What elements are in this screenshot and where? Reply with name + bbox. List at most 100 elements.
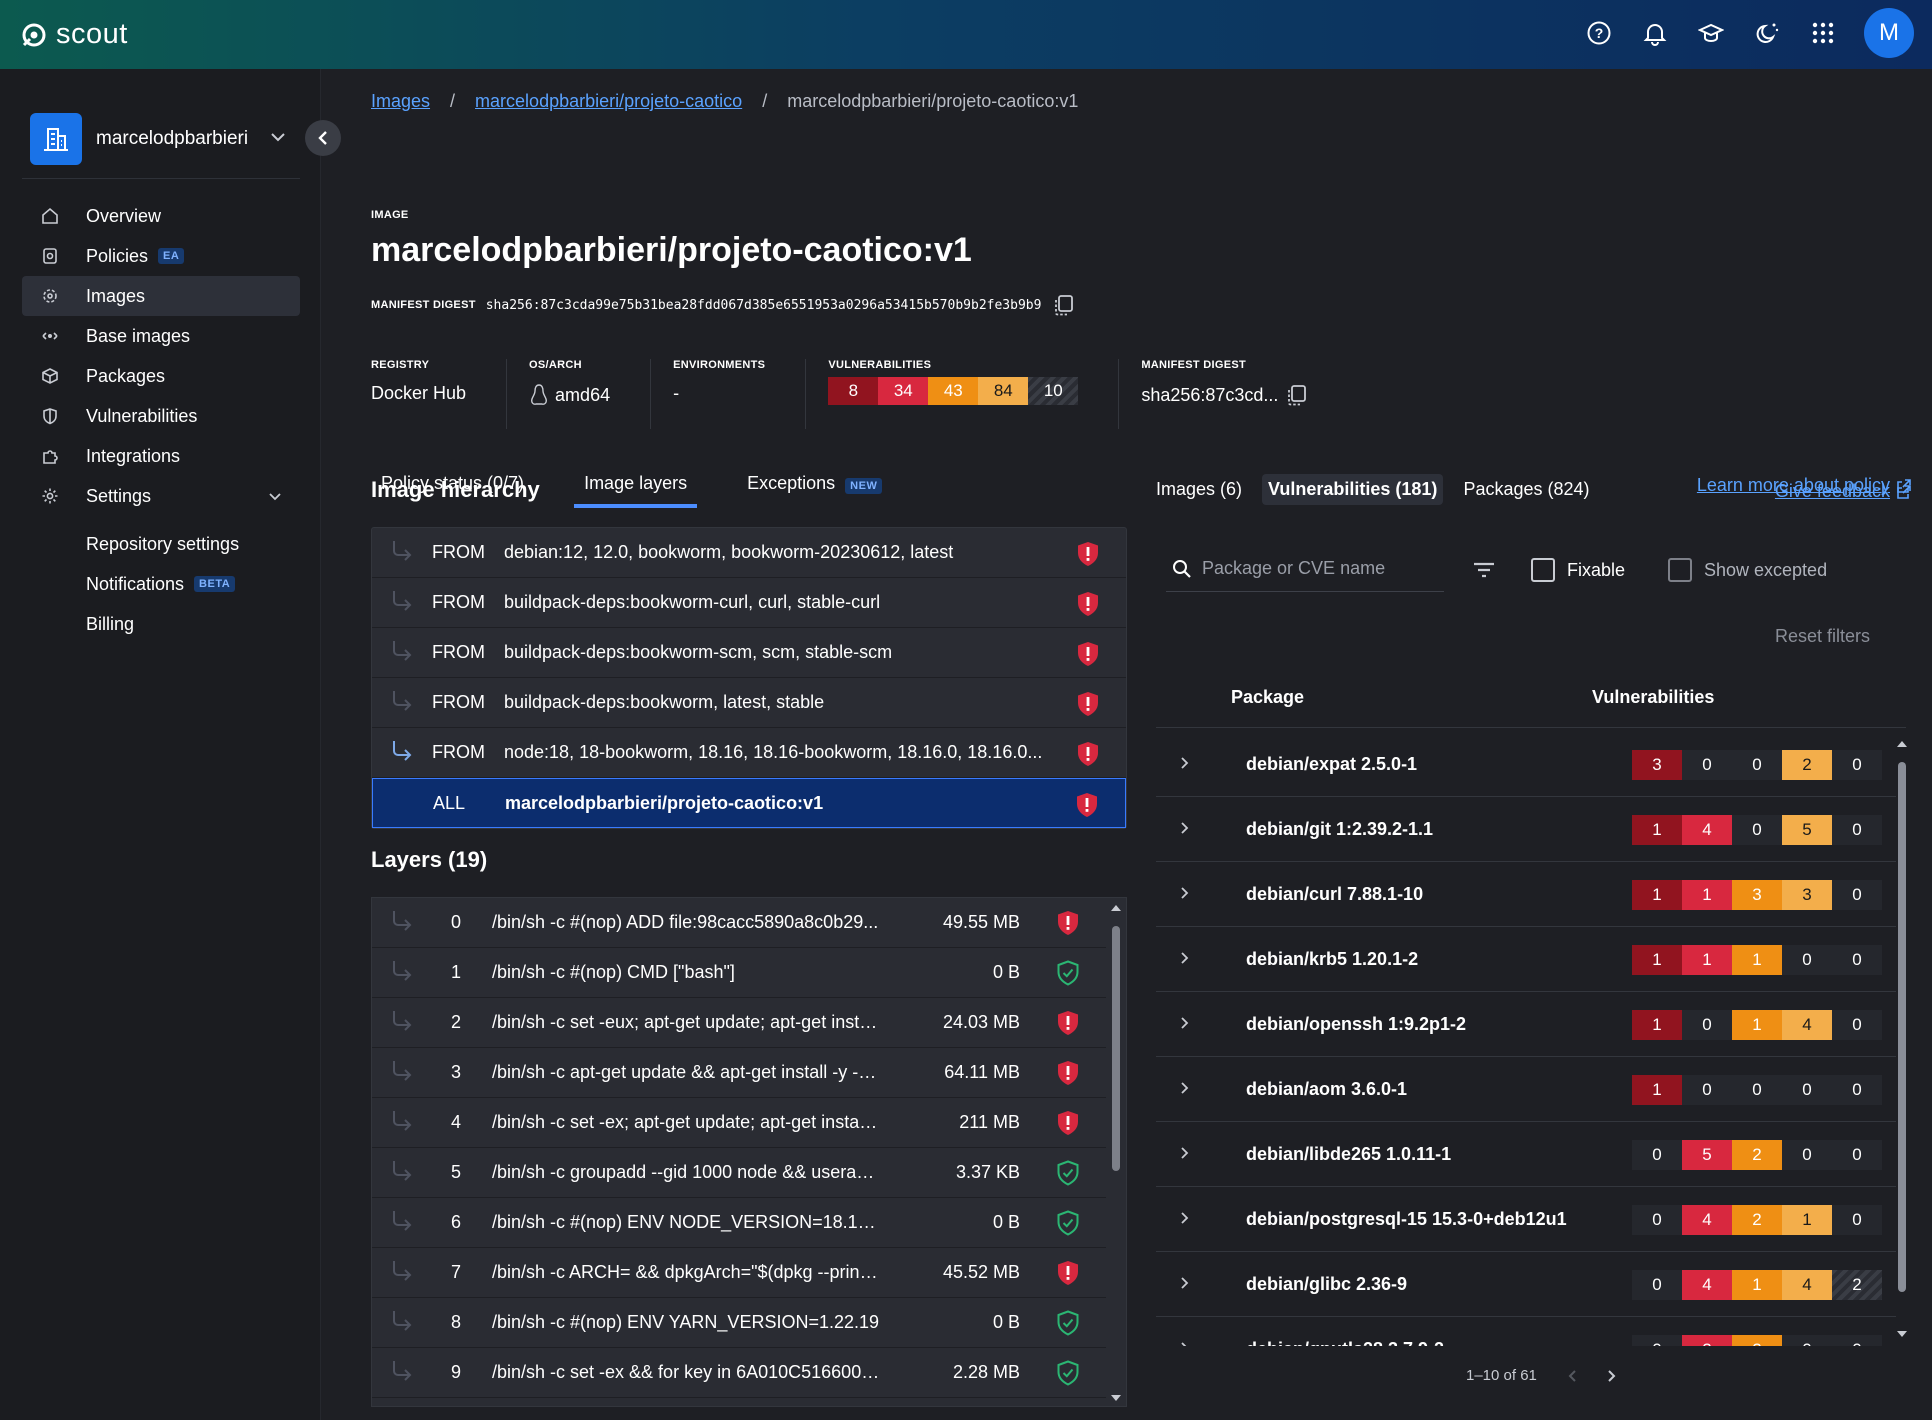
hierarchy-row[interactable]: FROM node:18, 18-bookworm, 18.16, 18.16-b…	[372, 728, 1126, 778]
layers-scrollbar[interactable]	[1106, 898, 1126, 1406]
avatar[interactable]: M	[1864, 8, 1914, 58]
breadcrumb-images-link[interactable]: Images	[371, 91, 431, 111]
prev-page-icon[interactable]	[1567, 1369, 1577, 1383]
table-row[interactable]: debian/aom 3.6.0-1 1 0 0 0 0	[1156, 1057, 1896, 1122]
layer-row[interactable]: 0/bin/sh -c #(nop) ADD file:98cacc5890a8…	[372, 898, 1126, 948]
collapse-sidebar-button[interactable]	[305, 120, 341, 156]
breadcrumb-repo-link[interactable]: marcelodpbarbieri/projeto-caotico	[475, 91, 743, 111]
layer-row[interactable]: 3/bin/sh -c apt-get update && apt-get in…	[372, 1048, 1126, 1098]
learning-icon[interactable]	[1696, 18, 1726, 48]
severity-bar[interactable]: 8 34 43 84 10	[828, 377, 1079, 405]
chevron-right-icon[interactable]	[1180, 1276, 1190, 1290]
sidebar-item-packages[interactable]: Packages	[22, 356, 300, 396]
vulnerabilities-column-header[interactable]: Vulnerabilities	[1592, 687, 1715, 707]
breadcrumb: Images / marcelodpbarbieri/projeto-caoti…	[371, 91, 1078, 112]
layer-row[interactable]: 6/bin/sh -c #(nop) ENV NODE_VERSION=18.1…	[372, 1198, 1126, 1248]
tab-policy-status[interactable]: Policy status (0/7)	[371, 465, 534, 508]
layer-command: /bin/sh -c #(nop) ADD file:98cacc5890a8c…	[492, 912, 879, 932]
sidebar-item-base-images[interactable]: Base images	[22, 316, 300, 356]
sidebar-item-images[interactable]: Images	[22, 276, 300, 316]
chevron-right-icon[interactable]	[1180, 951, 1190, 965]
sidebar-item-notifications[interactable]: Notifications BETA	[22, 564, 300, 604]
tab-packages[interactable]: Packages (824)	[1463, 479, 1590, 499]
scroll-up-icon[interactable]	[1896, 740, 1908, 748]
copy-icon[interactable]	[1051, 293, 1075, 317]
filter-icon[interactable]	[1472, 560, 1496, 580]
scroll-thumb[interactable]	[1898, 762, 1906, 1292]
sidebar-item-label: Billing	[86, 613, 135, 634]
scroll-down-icon[interactable]	[1896, 1330, 1908, 1338]
checkbox-box[interactable]	[1668, 558, 1692, 582]
hierarchy-row[interactable]: FROM buildpack-deps:bookworm, latest, sta…	[372, 678, 1126, 728]
apps-grid-icon[interactable]	[1808, 18, 1838, 48]
layer-row[interactable]: 5/bin/sh -c groupadd --gid 1000 node && …	[372, 1148, 1126, 1198]
chevron-right-icon[interactable]	[1180, 1341, 1190, 1347]
reset-filters-button[interactable]: Reset filters	[1775, 626, 1871, 646]
theme-icon[interactable]	[1752, 18, 1782, 48]
scroll-up-icon[interactable]	[1110, 904, 1122, 912]
table-row[interactable]: debian/curl 7.88.1-10 1 1 3 3 0	[1156, 862, 1896, 927]
sidebar-item-integrations[interactable]: Integrations	[22, 436, 300, 476]
table-row[interactable]: debian/libde265 1.0.11-1 0 5 2 0 0	[1156, 1122, 1896, 1187]
layer-row[interactable]: 8/bin/sh -c #(nop) ENV YARN_VERSION=1.22…	[372, 1298, 1126, 1348]
tab-vulnerabilities[interactable]: Vulnerabilities (181)	[1262, 474, 1444, 505]
next-page-icon[interactable]	[1607, 1369, 1617, 1383]
packages-scrollbar[interactable]	[1892, 732, 1912, 1346]
tab-exceptions[interactable]: Exceptions NEW	[737, 465, 892, 508]
help-icon[interactable]: ?	[1584, 18, 1614, 48]
vulnerable-shield-icon	[1058, 1261, 1078, 1285]
sidebar-item-billing[interactable]: Billing	[22, 604, 300, 644]
chevron-right-icon[interactable]	[1180, 1016, 1190, 1030]
table-row[interactable]: debian/glibc 2.36-9 0 4 1 4 2	[1156, 1252, 1896, 1317]
layer-row[interactable]: 7/bin/sh -c ARCH= && dpkgArch="$(dpkg --…	[372, 1248, 1126, 1298]
scout-logo[interactable]: scout	[20, 18, 128, 51]
checkbox-box[interactable]	[1531, 558, 1555, 582]
hierarchy-row[interactable]: ALL marcelodpbarbieri/projeto-caotico:v1	[372, 778, 1126, 828]
child-arrow-icon	[393, 911, 412, 931]
layer-row[interactable]: 1/bin/sh -c #(nop) CMD ["bash"] 0 B	[372, 948, 1126, 998]
table-row[interactable]: debian/gnutls28 3.7.9-202200	[1156, 1317, 1896, 1346]
sidebar-item-repository-settings[interactable]: Repository settings	[22, 524, 300, 564]
table-row[interactable]: debian/git 1:2.39.2-1.1 1 4 0 5 0	[1156, 797, 1896, 862]
table-row[interactable]: debian/openssh 1:9.2p1-2 1 0 1 4 0	[1156, 992, 1896, 1057]
package-column-header[interactable]: Package	[1231, 687, 1305, 707]
give-feedback-link[interactable]: Give feedback	[1775, 481, 1912, 502]
chevron-right-icon[interactable]	[1180, 821, 1190, 835]
package-name: debian/postgresql-15 15.3-0+deb12u1	[1246, 1208, 1567, 1229]
chevron-right-icon[interactable]	[1180, 756, 1190, 770]
layer-row[interactable]: 4/bin/sh -c set -ex; apt-get update; apt…	[372, 1098, 1126, 1148]
severity-count: 0	[1682, 750, 1732, 780]
scroll-down-icon[interactable]	[1110, 1394, 1122, 1402]
sidebar: marcelodpbarbieri Overview Policies EA I…	[0, 69, 341, 1420]
sidebar-item-settings[interactable]: Settings	[22, 476, 300, 516]
org-switcher[interactable]: marcelodpbarbieri	[30, 113, 248, 165]
chevron-down-icon[interactable]	[270, 132, 286, 142]
scroll-thumb[interactable]	[1112, 926, 1120, 1171]
tab-images[interactable]: Images (6)	[1156, 479, 1243, 499]
chevron-right-icon[interactable]	[1180, 1211, 1190, 1225]
show-excepted-checkbox[interactable]: Show excepted	[1668, 558, 1827, 582]
layer-row[interactable]: 9/bin/sh -c set -ex && for key in 6A010C…	[372, 1348, 1126, 1398]
hierarchy-row[interactable]: FROM buildpack-deps:bookworm-scm, scm, st…	[372, 628, 1126, 678]
table-row[interactable]: debian/expat 2.5.0-1 3 0 0 2 0	[1156, 732, 1896, 797]
table-row[interactable]: debian/postgresql-15 15.3-0+deb12u1 0 4 2 1 0	[1156, 1187, 1896, 1252]
hierarchy-row[interactable]: FROM buildpack-deps:bookworm-curl, curl, …	[372, 578, 1126, 628]
layer-row[interactable]: 2/bin/sh -c set -eux; apt-get update; ap…	[372, 998, 1126, 1048]
copy-icon[interactable]	[1284, 383, 1308, 407]
table-row[interactable]: debian/krb5 1.20.1-2 1 1 1 0 0	[1156, 927, 1896, 992]
bell-icon[interactable]	[1640, 18, 1670, 48]
chevron-right-icon[interactable]	[1180, 886, 1190, 900]
sidebar-item-vulnerabilities[interactable]: Vulnerabilities	[22, 396, 300, 436]
hierarchy-row[interactable]: FROM debian:12, 12.0, bookworm, bookworm-…	[372, 528, 1126, 578]
vulnerabilities-field: VULNERABILITIES 8 34 43 84 10	[828, 359, 1120, 429]
fixable-checkbox[interactable]: Fixable	[1531, 558, 1625, 582]
sidebar-item-policies[interactable]: Policies EA	[22, 236, 300, 276]
tab-image-layers[interactable]: Image layers	[574, 465, 698, 508]
chevron-right-icon[interactable]	[1180, 1146, 1190, 1160]
sidebar-item-overview[interactable]: Overview	[22, 196, 300, 236]
registry-value: Docker Hub	[371, 383, 467, 403]
search-input[interactable]: Package or CVE name	[1166, 546, 1444, 592]
chevron-right-icon[interactable]	[1180, 1081, 1190, 1095]
